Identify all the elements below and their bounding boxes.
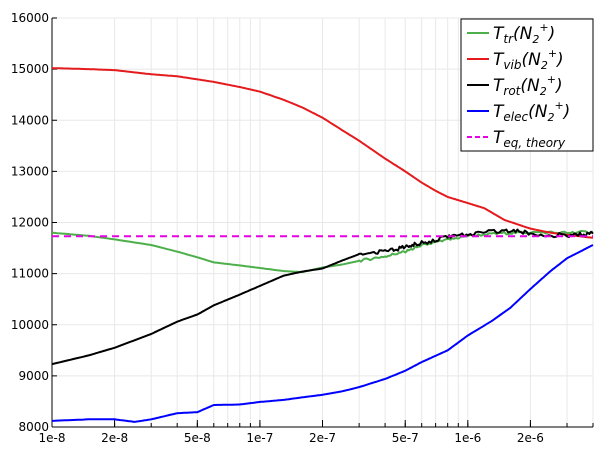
y-tick-label: 14000 [11, 113, 49, 127]
y-tick-label: 11000 [11, 267, 49, 281]
x-tick-label: 1e-8 [39, 431, 66, 445]
y-tick-label: 8000 [18, 420, 49, 434]
y-tick-label: 15000 [11, 62, 49, 76]
series-lines [51, 67, 594, 423]
legend-label: Ttr(N2+) [493, 21, 555, 46]
y-tick-label: 9000 [18, 369, 49, 383]
x-tick-label: 1e-7 [246, 431, 273, 445]
x-tick-label: 2e-6 [517, 431, 544, 445]
y-tick-label: 13000 [11, 164, 49, 178]
series-line-elec [51, 244, 594, 423]
x-tick-label: 5e-7 [392, 431, 419, 445]
y-tick-label: 12000 [11, 216, 49, 230]
x-tick-label: 5e-8 [184, 431, 211, 445]
tick-labels: 8000 9000 10000 11000 12000 13000 14000 15000 16… [11, 11, 544, 445]
x-tick-label: 2e-7 [309, 431, 336, 445]
grid [51, 17, 594, 428]
legend-label: Tvib(N2+) [493, 47, 564, 72]
legend-label: Teq, theory [493, 128, 566, 150]
series-line-rot [51, 228, 594, 366]
y-tick-label: 16000 [11, 11, 49, 25]
y-tick-label: 10000 [11, 318, 49, 332]
series-line-vib [51, 67, 594, 239]
legend-label: Telec(N2+) [493, 99, 570, 124]
legend-label: Trot(N2+) [493, 73, 563, 98]
legend: Ttr(N2+)Tvib(N2+)Trot(N2+)Telec(N2+) Teq,… [460, 18, 594, 152]
x-tick-label: 2e-8 [101, 431, 128, 445]
axes [51, 17, 594, 428]
x-tick-label: 1e-6 [454, 431, 481, 445]
